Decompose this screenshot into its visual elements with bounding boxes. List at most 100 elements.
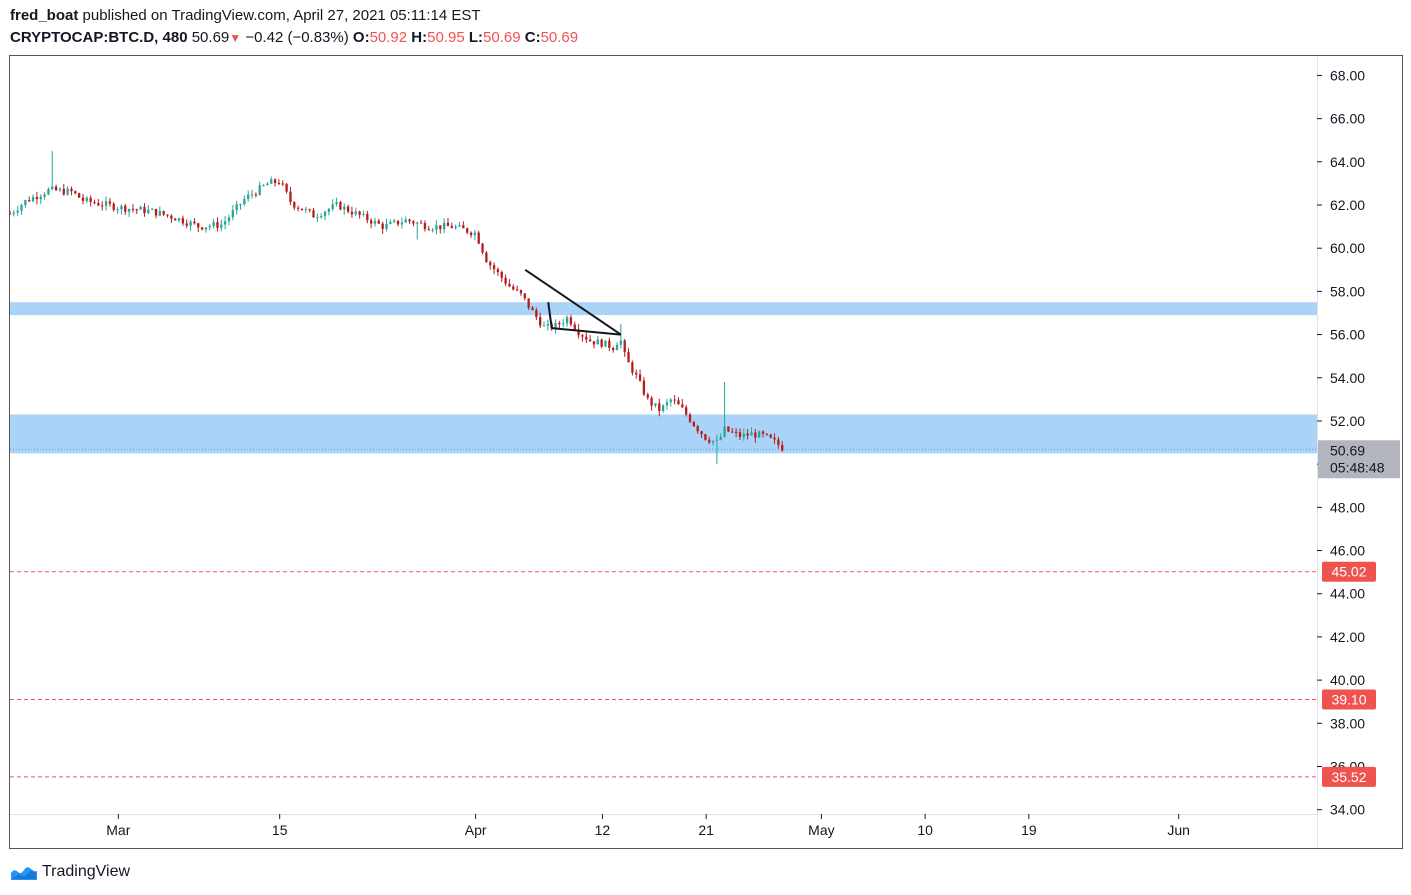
candle-down bbox=[408, 219, 411, 222]
candle-down bbox=[78, 193, 81, 198]
candle-up bbox=[177, 218, 181, 221]
candle-down bbox=[515, 289, 519, 291]
candle-down bbox=[612, 347, 615, 351]
open-value: 50.92 bbox=[369, 29, 408, 46]
candle-down bbox=[216, 222, 219, 228]
candle-up bbox=[231, 210, 234, 218]
candle-down bbox=[358, 211, 361, 215]
candle-down bbox=[754, 432, 757, 438]
candle-down bbox=[523, 293, 526, 299]
candle-down bbox=[62, 188, 65, 195]
candle-down bbox=[300, 208, 304, 211]
price-tick-label: 42.00 bbox=[1330, 629, 1365, 645]
support-resistance-zone[interactable] bbox=[10, 302, 1317, 316]
triangle-lower-line[interactable] bbox=[551, 327, 621, 336]
candle-up bbox=[39, 196, 42, 200]
candle-down bbox=[131, 208, 135, 210]
publish-info: fred_boat published on TradingView.com, … bbox=[10, 6, 1400, 26]
low-value: 50.69 bbox=[483, 29, 521, 46]
candle-up bbox=[431, 229, 434, 231]
candle-down bbox=[677, 400, 680, 405]
candle-down bbox=[9, 213, 12, 215]
candle-down bbox=[74, 191, 77, 194]
candle-up bbox=[227, 217, 231, 222]
candle-down bbox=[366, 213, 369, 221]
candle-up bbox=[247, 194, 250, 199]
author-name[interactable]: fred_boat bbox=[10, 7, 79, 24]
candle-up bbox=[385, 223, 388, 229]
tradingview-logo-icon[interactable] bbox=[10, 863, 38, 881]
candle-down bbox=[700, 431, 703, 435]
candle-up bbox=[373, 220, 377, 224]
candle-down bbox=[101, 205, 104, 207]
time-tick-label: 15 bbox=[272, 822, 288, 838]
support-resistance-zone[interactable] bbox=[10, 414, 1317, 454]
level-price-badge[interactable] bbox=[1322, 561, 1376, 582]
candle-down bbox=[112, 203, 115, 210]
candle-down bbox=[592, 341, 596, 345]
candle-down bbox=[685, 407, 688, 415]
candle-up bbox=[208, 226, 211, 228]
candle-up bbox=[596, 339, 599, 345]
candle-down bbox=[185, 223, 188, 226]
candle-up bbox=[542, 325, 546, 327]
candle-up bbox=[661, 405, 665, 411]
time-tick-label: 19 bbox=[1021, 822, 1037, 838]
candle-down bbox=[312, 210, 315, 218]
candle-up bbox=[562, 323, 565, 325]
candle-up bbox=[711, 440, 715, 443]
candle-down bbox=[377, 220, 380, 224]
low-label: L: bbox=[468, 29, 484, 46]
candle-down bbox=[412, 221, 415, 224]
candle-up bbox=[147, 209, 150, 214]
candle-down bbox=[531, 307, 534, 311]
candle-up bbox=[354, 211, 357, 215]
candle-down bbox=[708, 439, 711, 443]
tradingview-brand[interactable]: TradingView bbox=[42, 863, 131, 880]
candle-down bbox=[688, 414, 692, 422]
candle-down bbox=[581, 335, 584, 337]
candle-down bbox=[285, 183, 288, 192]
candle-up bbox=[454, 226, 457, 229]
down-arrow-icon: ▼ bbox=[229, 31, 242, 45]
time-tick-label: May bbox=[808, 822, 834, 838]
candle-down bbox=[466, 228, 469, 233]
candle-down bbox=[308, 209, 311, 211]
price-tick-label: 66.00 bbox=[1330, 111, 1365, 127]
candle-down bbox=[481, 243, 484, 253]
time-axis[interactable]: Mar 15 Apr 12 21 May 10 19 Jun bbox=[106, 814, 1190, 838]
triangle-upper-line[interactable] bbox=[524, 268, 622, 336]
candle-up bbox=[258, 185, 261, 195]
candle-up bbox=[442, 222, 446, 230]
time-tick-label: 10 bbox=[917, 822, 933, 838]
candle-up bbox=[85, 197, 88, 201]
candle-down bbox=[781, 445, 784, 451]
current-price-label: 50.69 bbox=[1330, 442, 1365, 458]
candle-down bbox=[423, 223, 427, 230]
candle-up bbox=[270, 179, 273, 184]
candle-up bbox=[435, 225, 438, 230]
candle-down bbox=[600, 339, 603, 347]
candle-down bbox=[492, 265, 496, 270]
candle-up bbox=[362, 213, 365, 215]
current-price-badge[interactable] bbox=[1318, 440, 1400, 479]
level-price-badge[interactable] bbox=[1322, 766, 1376, 787]
drawings-layer[interactable] bbox=[524, 268, 622, 336]
price-tick-label: 38.00 bbox=[1330, 715, 1365, 731]
candle-up bbox=[158, 210, 161, 216]
candle-up bbox=[343, 206, 346, 210]
level-price-badge[interactable] bbox=[1322, 689, 1376, 710]
price-chart[interactable]: 68.00 66.00 64.00 62.00 60.00 58.00 56.00 54.00… bbox=[9, 55, 1403, 850]
candle-up bbox=[16, 210, 19, 213]
candle-down bbox=[89, 197, 92, 203]
symbol-name[interactable]: CRYPTOCAP:BTC.D, 480 bbox=[10, 29, 188, 46]
candle-down bbox=[462, 225, 465, 229]
candle-down bbox=[135, 209, 138, 211]
candle-down bbox=[70, 188, 73, 192]
candle-down bbox=[469, 232, 473, 236]
candle-down bbox=[108, 201, 112, 204]
candle-down bbox=[193, 221, 196, 224]
triangle-left-side[interactable] bbox=[547, 302, 553, 329]
price-tick-label: 34.00 bbox=[1330, 802, 1365, 818]
candle-down bbox=[673, 399, 676, 401]
